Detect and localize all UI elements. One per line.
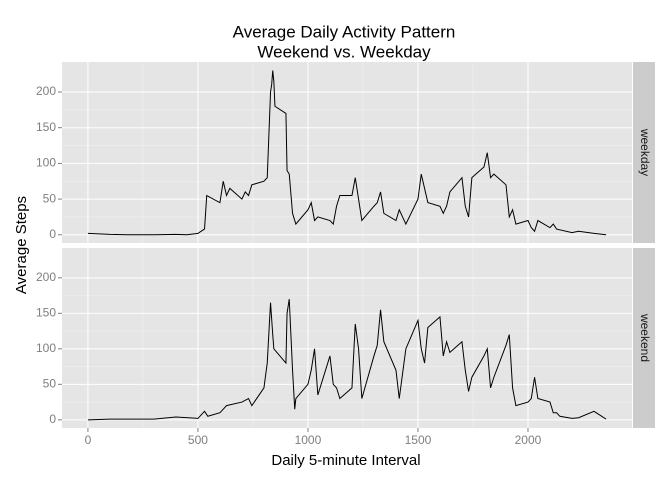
x-tick-label: 2000 bbox=[515, 433, 542, 447]
data-line bbox=[87, 70, 607, 236]
y-tick-label: 0 bbox=[49, 227, 56, 241]
facet-label: weekend bbox=[638, 313, 652, 362]
x-tick-label: 1500 bbox=[405, 433, 432, 447]
y-axis-title: Average Steps bbox=[13, 196, 30, 294]
x-tick-label: 1000 bbox=[295, 433, 322, 447]
facet-label: weekday bbox=[638, 128, 652, 176]
y-tick-label: 100 bbox=[36, 156, 56, 170]
y-tick-label: 50 bbox=[43, 377, 57, 391]
y-tick-label: 150 bbox=[36, 120, 56, 134]
chart-title: Weekend vs. Weekday bbox=[257, 42, 431, 61]
x-axis-title: Daily 5-minute Interval bbox=[271, 452, 420, 469]
y-tick-label: 200 bbox=[36, 84, 56, 98]
y-tick-label: 200 bbox=[36, 270, 56, 284]
y-tick-label: 0 bbox=[49, 412, 56, 426]
x-tick-label: 500 bbox=[188, 433, 208, 447]
panel-background bbox=[62, 62, 632, 243]
y-tick-label: 150 bbox=[36, 305, 56, 319]
data-line bbox=[87, 299, 607, 421]
x-tick-label: 0 bbox=[85, 433, 92, 447]
facet-strip bbox=[633, 248, 655, 428]
y-tick-label: 100 bbox=[36, 341, 56, 355]
y-tick-label: 50 bbox=[43, 191, 57, 205]
chart-title: Average Daily Activity Pattern bbox=[233, 22, 456, 41]
facet-strip bbox=[633, 62, 655, 243]
